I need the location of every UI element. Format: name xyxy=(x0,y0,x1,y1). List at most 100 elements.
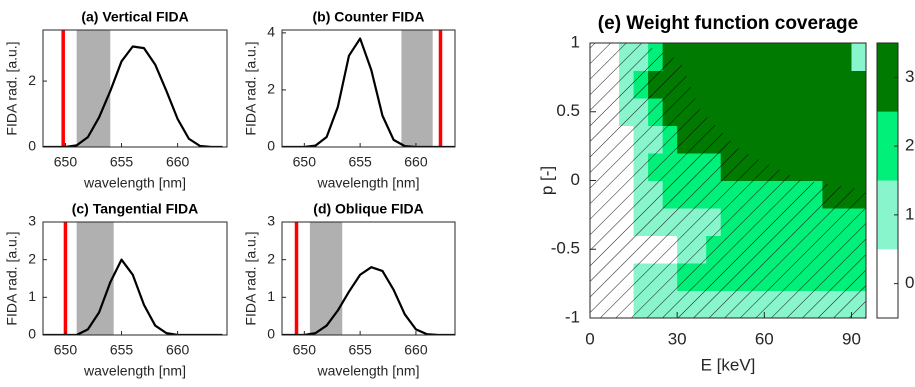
y-tick-label: 1 xyxy=(28,288,36,304)
y-tick-label: 2 xyxy=(267,81,275,97)
cell xyxy=(691,43,707,71)
cell xyxy=(749,98,765,126)
colorbar-band xyxy=(877,249,898,318)
cell xyxy=(807,98,823,126)
cell xyxy=(793,70,809,99)
x-tick-label: 650 xyxy=(54,154,78,170)
cell xyxy=(764,43,780,71)
cell xyxy=(764,98,780,126)
cell xyxy=(851,125,867,154)
y-axis-label: p [-] xyxy=(537,166,556,195)
x-tick-label: 60 xyxy=(755,329,774,348)
cell xyxy=(807,70,823,99)
chart-title: (e) Weight function coverage xyxy=(598,13,858,34)
y-tick-label: 2 xyxy=(28,250,36,266)
x-tick-label: 655 xyxy=(348,342,372,358)
y-tick-label: -1 xyxy=(565,307,580,326)
y-axis-label: FIDA rad. [a.u.] xyxy=(4,231,20,325)
plot-area xyxy=(43,222,223,335)
y-tick-label: 0 xyxy=(28,138,36,154)
x-tick-label: 650 xyxy=(54,342,78,358)
cell xyxy=(822,125,838,154)
cell xyxy=(720,43,736,71)
line xyxy=(282,37,455,147)
y-axis-label: FIDA rad. [a.u.] xyxy=(4,41,20,135)
plot-area xyxy=(282,222,455,335)
cell xyxy=(793,153,809,181)
cell xyxy=(735,125,751,154)
cell xyxy=(749,43,765,71)
chart-title: (d) Oblique FIDA xyxy=(313,201,423,217)
y-tick-label: 1 xyxy=(571,32,580,51)
band xyxy=(76,222,114,335)
cell xyxy=(793,43,809,71)
y-tick-label: 3 xyxy=(267,213,275,229)
cell xyxy=(749,125,765,154)
colorbar-band xyxy=(877,111,898,181)
cell xyxy=(822,98,838,126)
cell xyxy=(691,70,707,99)
axes-box xyxy=(281,29,456,148)
cell xyxy=(749,70,765,99)
cell xyxy=(778,98,794,126)
x-axis-label: wavelength [nm] xyxy=(317,175,420,191)
cell xyxy=(793,125,809,154)
axes-box xyxy=(281,221,456,336)
band xyxy=(401,30,433,147)
cell xyxy=(735,98,751,126)
chart-title: (b) Counter FIDA xyxy=(313,9,425,25)
y-tick-label: 0 xyxy=(267,138,275,154)
y-tick-label: 0.5 xyxy=(556,101,580,120)
cell xyxy=(836,153,852,181)
cell xyxy=(793,98,809,126)
chart-title: (c) Tangential FIDA xyxy=(72,201,199,217)
cell xyxy=(807,125,823,154)
cell xyxy=(778,43,794,71)
cell xyxy=(836,98,852,126)
cell xyxy=(822,43,838,71)
x-tick-label: 655 xyxy=(110,342,134,358)
cell xyxy=(836,125,852,154)
plot-area xyxy=(43,30,223,147)
cell xyxy=(851,153,867,181)
y-tick-label: 0 xyxy=(267,326,275,342)
y-tick-label: 0 xyxy=(28,326,36,342)
line xyxy=(282,266,455,335)
y-axis-label: FIDA rad. [a.u.] xyxy=(243,41,259,135)
cell xyxy=(778,125,794,154)
x-tick-label: 660 xyxy=(404,154,428,170)
cell xyxy=(807,43,823,71)
axes-box xyxy=(589,42,867,319)
x-tick-label: 90 xyxy=(842,329,861,348)
y-tick-label: 0 xyxy=(571,170,580,189)
colorbar-band xyxy=(877,180,898,250)
cell xyxy=(822,70,838,99)
cell xyxy=(822,153,838,181)
y-tick-label: 2 xyxy=(28,72,36,88)
cell xyxy=(851,43,867,71)
y-tick-label: 2 xyxy=(267,250,275,266)
x-tick-label: 30 xyxy=(668,329,687,348)
x-axis-label: wavelength [nm] xyxy=(317,363,420,379)
colorbar-tick-label: 0 xyxy=(905,273,914,292)
colorbar-tick-label: 1 xyxy=(905,204,914,223)
colorbar-tick-label: 2 xyxy=(905,136,914,155)
x-tick-label: 0 xyxy=(585,329,594,348)
y-tick-label: 1 xyxy=(267,288,275,304)
colorbar-tick-label: 3 xyxy=(905,67,914,86)
cell xyxy=(706,98,722,126)
colorbar-band xyxy=(877,43,898,112)
line xyxy=(43,258,223,335)
x-tick-label: 660 xyxy=(404,342,428,358)
x-axis-label: wavelength [nm] xyxy=(83,175,186,191)
x-tick-label: 650 xyxy=(293,342,317,358)
cell xyxy=(735,43,751,71)
x-axis-label: E [keV] xyxy=(701,355,756,374)
cell xyxy=(836,43,852,71)
y-axis-label: FIDA rad. [a.u.] xyxy=(243,231,259,325)
cell xyxy=(778,70,794,99)
cell xyxy=(720,70,736,99)
axes-box xyxy=(42,29,228,148)
plot-area xyxy=(282,30,455,147)
